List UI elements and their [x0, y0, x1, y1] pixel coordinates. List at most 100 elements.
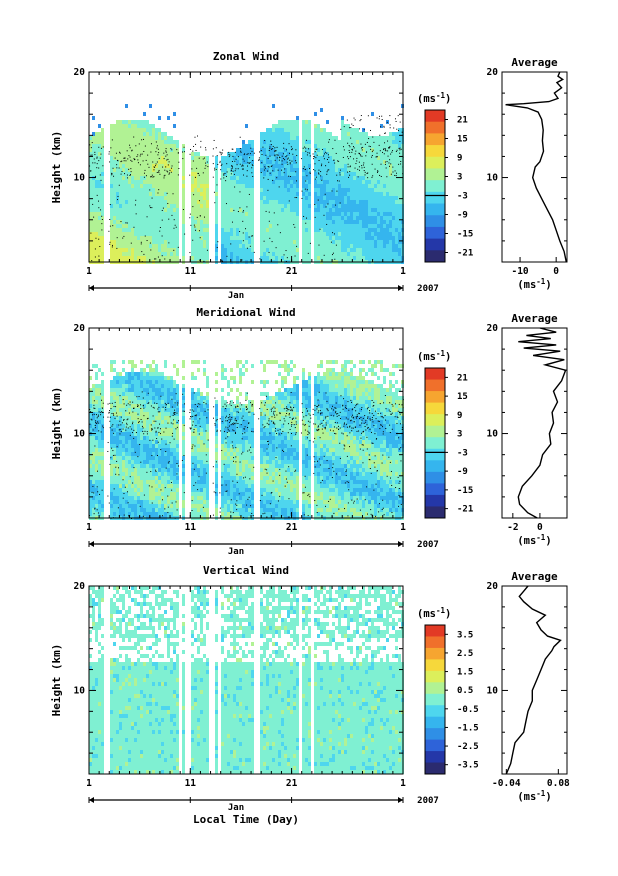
x-tick-label: 1 [86, 778, 92, 789]
profile-x-tick-label: 0 [553, 266, 559, 277]
plot-frame [88, 585, 404, 775]
profile-unit: (ms-1) [517, 789, 551, 803]
y-tick-label: 20 [74, 581, 86, 592]
x-tick-label: 1 [400, 778, 406, 789]
colorbar-unit: (ms-1) [417, 91, 451, 105]
colorbar-tick-label: 0.5 [457, 686, 473, 696]
y-tick-label: 10 [74, 429, 86, 440]
profile-y-tick-label: 20 [487, 323, 499, 334]
colorbar-segment [425, 682, 445, 695]
year-label: 2007 [417, 540, 439, 550]
colorbar-segment [425, 705, 445, 718]
colorbar-segment [425, 368, 445, 381]
colorbar-segment [425, 762, 445, 775]
colorbar-tick-label: -15 [457, 486, 473, 496]
profile-y-tick-label: 10 [487, 685, 499, 696]
x-tick-label: 1 [400, 266, 406, 277]
profile-frame [501, 327, 568, 519]
colorbar-segment [425, 121, 445, 134]
colorbar-segment [425, 133, 445, 146]
colorbar-tick-label: 3.5 [457, 630, 473, 640]
colorbar-segment [425, 191, 445, 205]
colorbar-tick-label: -2.5 [457, 742, 479, 752]
average-profile: Average 10 20 -10 0(ms-1) [487, 56, 568, 291]
colorbar-segment [425, 437, 445, 450]
colorbar-segment [425, 180, 445, 193]
colorbar-segment [425, 751, 445, 764]
profile-title: Average [511, 570, 558, 583]
heatmap-field [89, 360, 404, 520]
colorbar-tick-label: -9 [457, 211, 468, 221]
colorbar-tick-label: 21 [457, 116, 468, 126]
colorbar-frame [424, 109, 446, 263]
colorbar-tick-label: 3 [457, 173, 462, 183]
year-label: 2007 [417, 284, 439, 294]
year-label: 2007 [417, 796, 439, 806]
y-axis-label: Height (km) [50, 387, 63, 460]
colorbar-segment [425, 215, 445, 228]
profile-x-tick-label: -0.04 [492, 778, 521, 789]
x-tick-label: 11 [185, 266, 197, 277]
colorbar-segment [425, 156, 445, 169]
colorbar: (ms-1) 3.5 2.5 1.5 0.5 -0.5 -1.5 -2.5 -3.5 [417, 606, 479, 775]
profile-y-tick-label: 20 [487, 67, 499, 78]
colorbar-segment [425, 238, 445, 251]
profile-title: Average [511, 56, 558, 69]
colorbar-segment [425, 226, 445, 240]
heatmap-field [89, 104, 404, 264]
colorbar-segment [425, 659, 445, 672]
average-profile: Average 10 20 -2 0(ms-1) [487, 312, 568, 547]
x-tick-label: 21 [286, 778, 298, 789]
time-axis-arrow-left [89, 285, 94, 291]
y-tick-label: 10 [74, 685, 86, 696]
colorbar-tick-label: -1.5 [457, 723, 479, 733]
zero-contour-dots [89, 115, 404, 263]
colorbar-frame [424, 367, 446, 519]
colorbar-unit: (ms-1) [417, 606, 451, 620]
colorbar-segment [425, 460, 445, 473]
y-axis-label: Height (km) [50, 644, 63, 717]
colorbar-segment [425, 739, 445, 752]
y-tick-label: 10 [74, 173, 86, 184]
colorbar-segment [425, 414, 445, 427]
time-axis-arrow-left [89, 541, 94, 547]
panel-title: Vertical Wind [203, 564, 289, 577]
colorbar-segment [425, 379, 445, 392]
x-tick-label: 21 [286, 266, 298, 277]
profile-line [505, 585, 562, 775]
heatmap-field [89, 586, 404, 774]
colorbar-tick-label: -3.5 [457, 761, 479, 771]
colorbar-segment [425, 168, 445, 181]
month-label: Jan [228, 803, 244, 813]
profile-frame [501, 71, 568, 263]
profile-line [517, 327, 567, 519]
profile-x-tick-label: 0.08 [547, 778, 570, 789]
x-tick-label: 1 [400, 522, 406, 533]
colorbar-segment [425, 728, 445, 741]
colorbar-segment [425, 448, 445, 461]
profile-x-tick-label: -10 [511, 266, 528, 277]
colorbar-tick-label: -21 [457, 505, 473, 515]
colorbar-segment [425, 483, 445, 496]
colorbar-segment [425, 647, 445, 660]
profile-y-tick-label: 10 [487, 429, 499, 440]
profile-y-tick-label: 10 [487, 173, 499, 184]
colorbar-tick-label: -3 [457, 192, 468, 202]
x-tick-label: 21 [286, 522, 298, 533]
y-axis-label: Height (km) [50, 131, 63, 204]
colorbar-tick-label: 3 [457, 430, 462, 440]
colorbar-segment [425, 494, 445, 507]
colorbar-unit: (ms-1) [417, 349, 451, 363]
colorbar-tick-label: -3 [457, 448, 468, 458]
colorbar-segment [425, 716, 445, 729]
colorbar-segment [425, 402, 445, 415]
panel-title: Zonal Wind [213, 50, 279, 63]
month-label: Jan [228, 547, 244, 557]
colorbar-tick-label: 15 [457, 392, 468, 402]
profile-x-tick-label: 0 [537, 522, 543, 533]
x-tick-label: 1 [86, 522, 92, 533]
y-tick-label: 20 [74, 67, 86, 78]
